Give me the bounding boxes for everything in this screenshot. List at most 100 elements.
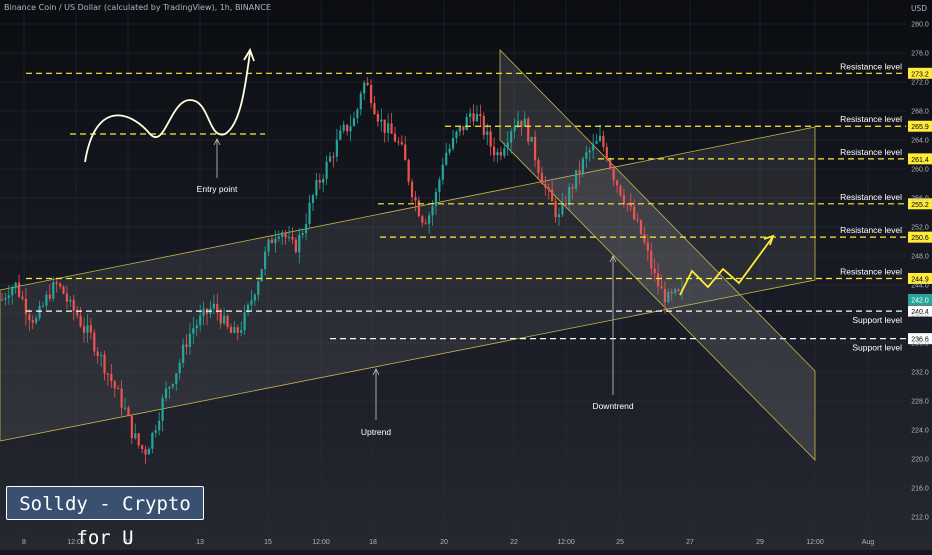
candle-body xyxy=(633,206,636,220)
price-tag xyxy=(908,272,932,284)
candle-body xyxy=(35,318,38,323)
candle-body xyxy=(298,234,301,253)
x-tick-label: 12:00 xyxy=(312,539,330,546)
candle-body xyxy=(414,197,417,201)
candle-body xyxy=(564,203,567,206)
entry-pointer-head xyxy=(213,138,221,146)
candle-body xyxy=(458,126,461,132)
candle-body xyxy=(188,333,192,348)
candle-body xyxy=(400,142,403,145)
candle-body xyxy=(486,131,489,135)
candle-body xyxy=(264,251,267,270)
price-tag xyxy=(908,198,932,210)
uptrend-label: Uptrend xyxy=(361,427,392,437)
price-tag-text: 250.6 xyxy=(911,235,929,242)
price-tag-text: 244.9 xyxy=(911,276,929,283)
candle-body xyxy=(260,269,263,282)
chart-grid xyxy=(0,0,906,530)
candle-body xyxy=(14,282,17,289)
y-tick-label: 212.0 xyxy=(911,515,929,522)
candle-body xyxy=(656,273,660,287)
candle-body xyxy=(175,373,178,385)
resistance-label: Resistance level xyxy=(840,192,902,202)
candle-body xyxy=(31,320,34,323)
candle-body xyxy=(123,407,127,409)
candle-body xyxy=(503,148,506,156)
candle-body xyxy=(369,85,373,104)
candle-body xyxy=(96,351,99,356)
x-tick-label: 27 xyxy=(686,539,694,546)
price-tag-text: 261.4 xyxy=(911,157,929,164)
candle-body xyxy=(82,326,86,333)
price-tag-text: 236.6 xyxy=(911,337,929,344)
y-tick-label: 236.0 xyxy=(911,341,929,348)
candle-body xyxy=(325,161,328,179)
candle-body xyxy=(315,180,318,196)
candle-body xyxy=(246,304,250,313)
candle-body xyxy=(195,325,198,329)
candle-body xyxy=(216,303,219,313)
candle-body xyxy=(407,160,410,182)
x-tick-label: 29 xyxy=(756,539,764,546)
candle-body xyxy=(0,299,4,301)
y-tick-label: 248.0 xyxy=(911,254,929,261)
candle-body xyxy=(475,113,479,122)
downtrend-channel xyxy=(499,49,816,461)
candle-body xyxy=(62,286,65,294)
candle-body xyxy=(622,195,626,204)
candle-body xyxy=(253,294,256,301)
support-label: Support level xyxy=(852,343,902,353)
candle-body xyxy=(171,384,174,387)
candle-body xyxy=(161,398,164,421)
candle-body xyxy=(479,113,482,116)
candle-body xyxy=(636,219,639,221)
x-tick-label: 12:00 xyxy=(557,539,575,546)
candle-body xyxy=(168,386,171,389)
entry-sketch-path xyxy=(84,51,251,163)
candle-body xyxy=(48,294,51,299)
candle-body xyxy=(55,282,58,284)
x-tick-label: 12:00 xyxy=(67,539,85,546)
candle-body xyxy=(137,433,140,446)
candle-body xyxy=(308,202,311,224)
candle-body xyxy=(674,289,677,294)
candle-body xyxy=(496,152,499,156)
candle-body xyxy=(182,344,185,363)
candle-body xyxy=(69,299,72,302)
price-tag xyxy=(908,305,932,317)
candle-body xyxy=(404,144,407,161)
candle-body xyxy=(17,282,21,297)
y-tick-label: 268.0 xyxy=(911,109,929,116)
candle-body xyxy=(287,236,291,238)
candle-body xyxy=(277,236,280,239)
candle-body xyxy=(178,362,181,374)
candle-body xyxy=(147,448,151,455)
candle-body xyxy=(106,373,110,375)
candle-body xyxy=(438,179,441,192)
candle-body xyxy=(250,300,253,305)
candle-body xyxy=(141,445,144,450)
support-label: Support level xyxy=(852,315,902,325)
y-tick-label: 272.0 xyxy=(911,80,929,87)
projection-path xyxy=(679,237,773,296)
candle-body xyxy=(151,432,154,449)
horizontal-levels: Resistance level Resistance level Resistan… xyxy=(26,61,906,353)
watermark-badge: Solldy - Crypto for U xyxy=(6,486,204,549)
candle-body xyxy=(492,146,496,156)
candle-body xyxy=(301,233,304,235)
candle-body xyxy=(164,388,168,399)
candle-body xyxy=(134,433,137,439)
candle-body xyxy=(332,156,335,158)
x-tick-label: 8 xyxy=(22,539,26,546)
y-tick-label: 252.0 xyxy=(911,225,929,232)
trend-channels xyxy=(0,49,816,461)
candle-body xyxy=(585,152,588,159)
price-tag xyxy=(908,120,932,132)
candle-body xyxy=(257,281,260,295)
y-tick-label: 232.0 xyxy=(911,370,929,377)
candle-body xyxy=(646,242,649,251)
candle-body xyxy=(650,250,653,269)
candle-body xyxy=(660,286,663,289)
candle-body xyxy=(38,305,41,319)
